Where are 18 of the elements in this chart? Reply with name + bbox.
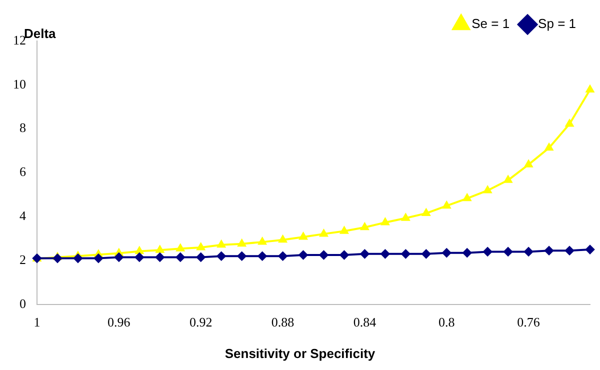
x-tick-label: 1	[34, 314, 40, 330]
legend-label: Se = 1	[472, 16, 510, 32]
x-tick-label: 0.76	[517, 314, 540, 330]
y-tick-label: 4	[20, 208, 26, 224]
y-tick-label: 6	[20, 164, 26, 180]
y-tick-label: 10	[13, 76, 26, 92]
y-tick-label: 0	[20, 296, 26, 311]
x-tick-label: 0.92	[189, 314, 212, 330]
x-tick-label: 0.84	[353, 314, 377, 330]
x-tick-label: 0.8	[438, 314, 455, 330]
y-tick-label: 12	[13, 32, 26, 48]
y-tick-label: 8	[20, 120, 26, 136]
y-tick-label: 2	[20, 252, 26, 267]
x-axis-title: Sensitivity or Specificity	[224, 346, 376, 361]
x-tick-label: 0.96	[108, 314, 131, 330]
legend-label: Sp = 1	[538, 16, 576, 32]
x-tick-label: 0.88	[271, 314, 294, 330]
y-axis-title: Delta	[24, 26, 56, 41]
